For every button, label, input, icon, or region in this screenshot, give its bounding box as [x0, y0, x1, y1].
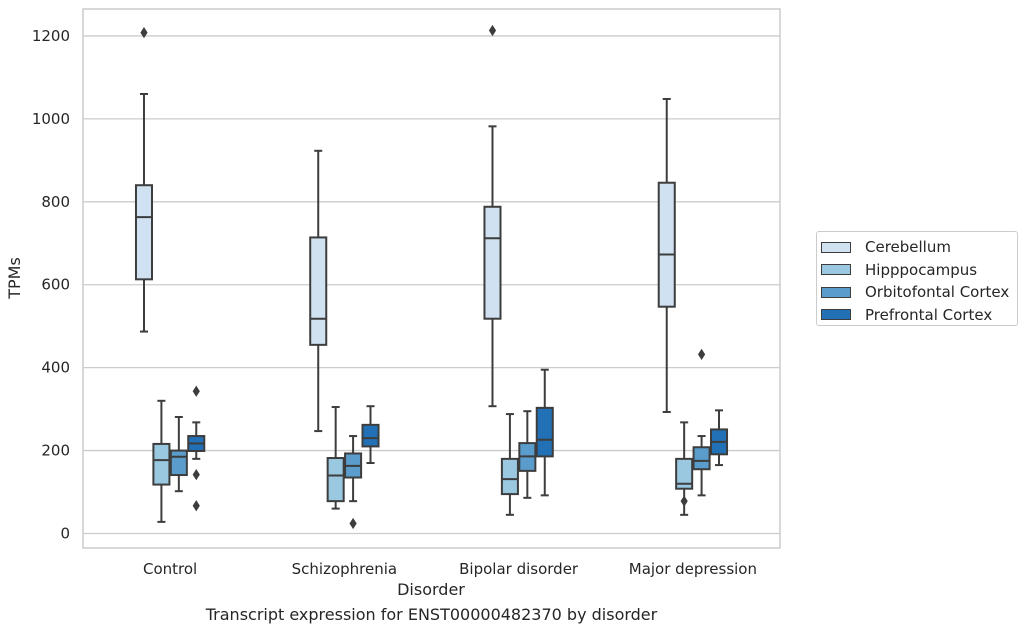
- legend-label: Orbitofontal Cortex: [865, 283, 1010, 302]
- y-tick-label: 600: [41, 276, 70, 294]
- x-axis-label: Disorder: [397, 580, 465, 599]
- box-iqr: [535, 406, 554, 458]
- legend-swatch: [821, 286, 851, 298]
- box-2-2: [518, 410, 537, 499]
- legend-item: Cerebellum: [821, 236, 1017, 259]
- chart-title: Transcript expression for ENST0000048237…: [205, 605, 658, 624]
- box-1-1: [326, 406, 345, 510]
- x-tick-label: Major depression: [629, 560, 757, 578]
- legend-label: Prefrontal Cortex: [865, 305, 993, 324]
- box-3-1: [361, 405, 380, 465]
- box-2-0: [169, 415, 188, 493]
- legend-swatch: [821, 264, 851, 276]
- box-1-3: [675, 421, 694, 516]
- legend-item: Prefrontal Cortex: [821, 304, 1017, 327]
- box-0-1: [309, 149, 328, 433]
- x-tick-label: Control: [143, 560, 197, 578]
- outlier-point: [192, 500, 200, 512]
- y-tick-labels: 0 200 400 600 800 1000 1200: [32, 27, 70, 543]
- y-tick-label: 200: [41, 442, 70, 460]
- outlier-point: [349, 517, 357, 530]
- box-3-3: [709, 409, 729, 467]
- box-iqr: [500, 457, 519, 496]
- box-iqr: [169, 449, 188, 477]
- outlier-point: [192, 385, 200, 397]
- legend-swatch: [821, 309, 851, 321]
- box-iqr: [309, 236, 328, 346]
- box-1-0: [152, 399, 171, 523]
- box-iqr: [483, 205, 502, 320]
- box-iqr: [326, 457, 345, 503]
- box-series: [134, 24, 729, 530]
- legend: Cerebellum Hipppocampus Orbitofontal Corte…: [816, 231, 1018, 326]
- box-1-2: [500, 413, 519, 516]
- legend-label: Cerebellum: [865, 238, 951, 257]
- box-2-3: [692, 348, 711, 497]
- legend-item: Hipppocampus: [821, 259, 1017, 282]
- legend-item: Orbitofontal Cortex: [821, 281, 1017, 304]
- x-tick-label: Schizophrenia: [292, 560, 397, 578]
- box-3-2: [535, 368, 554, 497]
- box-2-1: [344, 435, 363, 530]
- y-tick-label: 400: [41, 359, 70, 377]
- y-tick-label: 1000: [32, 110, 70, 128]
- y-tick-label: 0: [60, 524, 70, 542]
- outlier-point: [192, 468, 200, 481]
- box-iqr: [657, 181, 676, 308]
- box-iqr: [675, 457, 694, 490]
- box-iqr: [134, 184, 154, 281]
- x-tick-labels: Control Schizophrenia Bipolar disorder Majo…: [143, 560, 757, 578]
- box-iqr: [361, 423, 380, 448]
- y-tick-label: 1200: [32, 27, 70, 45]
- outlier-point: [488, 24, 497, 37]
- plot-frame: [82, 8, 781, 549]
- legend-label: Hipppocampus: [865, 260, 978, 279]
- box-0-0: [134, 27, 154, 333]
- box-0-2: [483, 24, 502, 408]
- box-3-0: [187, 385, 206, 512]
- outlier-point: [697, 348, 706, 360]
- y-axis-label: TPMs: [5, 257, 24, 300]
- box-iqr: [152, 442, 171, 486]
- y-tick-label: 800: [41, 193, 70, 211]
- box-iqr: [692, 446, 711, 471]
- x-tick-label: Bipolar disorder: [459, 560, 579, 578]
- box-0-3: [657, 97, 676, 414]
- outlier-point: [680, 495, 688, 507]
- outlier-point: [140, 27, 148, 39]
- legend-swatch: [821, 241, 851, 253]
